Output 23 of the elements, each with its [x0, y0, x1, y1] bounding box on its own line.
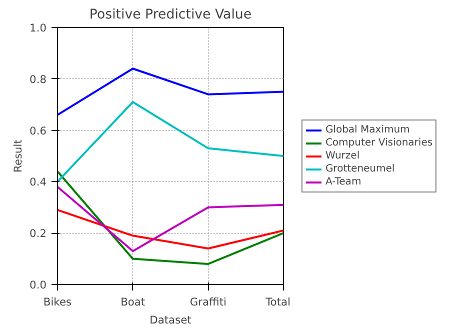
- x-axis-title: Dataset: [150, 314, 192, 326]
- y-tick-label: 0.8: [30, 72, 47, 86]
- line-series: [58, 170, 284, 265]
- legend-label: Computer Visionaries: [325, 136, 433, 149]
- legend-label: A-Team: [325, 175, 362, 188]
- legend-label: Global Maximum: [325, 123, 410, 136]
- chart-title: Positive Predictive Value: [89, 8, 252, 22]
- x-tick-label: Total: [264, 296, 291, 308]
- x-tick-label: Graffiti: [190, 296, 226, 308]
- y-tick-label: 1.0: [30, 22, 47, 34]
- y-axis-title: Result: [12, 140, 25, 172]
- legend-label: Grotteneumel: [325, 162, 395, 175]
- x-tick-label: Boat: [120, 296, 146, 308]
- line-series: [58, 186, 284, 252]
- line-series: [58, 101, 284, 183]
- legend-label: Wurzel: [325, 149, 360, 162]
- y-tick-label: 0.0: [30, 278, 47, 292]
- line-series: [58, 208, 284, 250]
- y-tick-label: 0.4: [30, 176, 47, 189]
- x-tick-label: Bikes: [43, 296, 72, 308]
- line-series: [58, 68, 284, 116]
- y-tick-label: 0.6: [30, 124, 47, 138]
- y-tick-label: 0.2: [30, 227, 47, 240]
